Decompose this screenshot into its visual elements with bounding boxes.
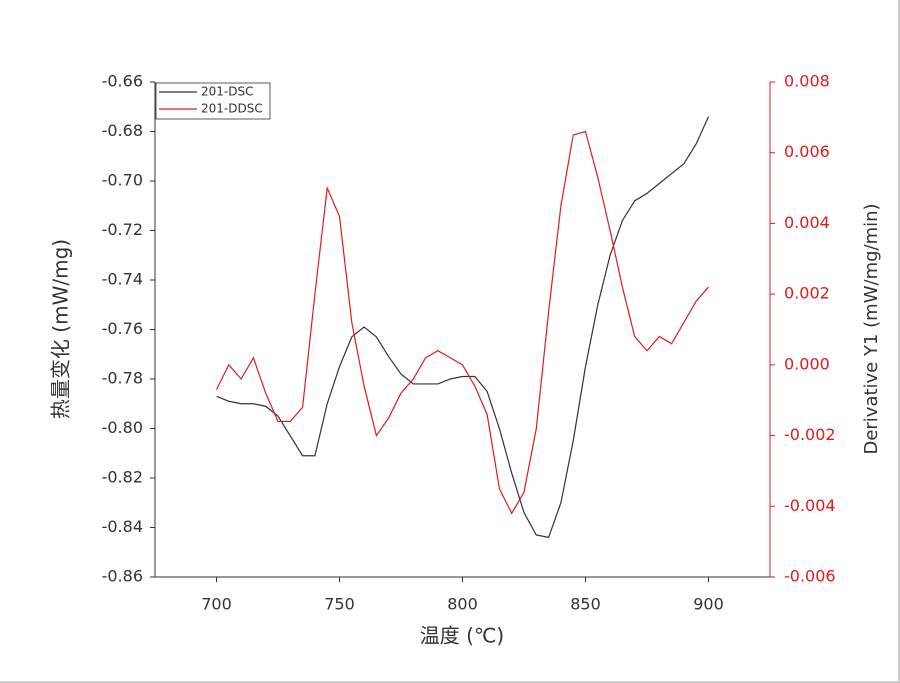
- y2-tick-label: 0.002: [784, 284, 830, 303]
- y-tick-label: -0.76: [102, 319, 143, 338]
- y2-tick-label: -0.006: [784, 567, 836, 586]
- legend-label: 201-DDSC: [201, 102, 263, 116]
- x-tick-label: 900: [693, 595, 724, 614]
- y2-tick-label: -0.002: [784, 425, 836, 444]
- y-tick-label: -0.70: [102, 171, 143, 190]
- y2-tick-label: 0.008: [784, 72, 830, 91]
- y-tick-label: -0.72: [102, 220, 143, 239]
- y2-axis-title: Derivative Y1 (mW/mg/min): [861, 203, 882, 454]
- x-tick-label: 800: [447, 595, 478, 614]
- y-tick-label: -0.68: [102, 121, 143, 140]
- y-tick-label: -0.80: [102, 418, 143, 437]
- y2-tick-label: 0.000: [784, 354, 830, 373]
- legend-label: 201-DSC: [201, 85, 253, 99]
- y-axis-title: 热量变化 (mW/mg): [49, 239, 73, 419]
- y-tick-label: -0.66: [102, 72, 143, 91]
- x-tick-label: 700: [201, 595, 232, 614]
- y-tick-label: -0.82: [102, 468, 143, 487]
- y2-tick-label: -0.004: [784, 496, 836, 515]
- y2-tick-label: 0.006: [784, 142, 830, 161]
- x-tick-label: 750: [324, 595, 355, 614]
- legend-box: [155, 82, 271, 120]
- x-axis-title: 温度 (℃): [420, 624, 504, 648]
- x-tick-label: 850: [570, 595, 601, 614]
- y-tick-label: -0.78: [102, 369, 143, 388]
- y-tick-label: -0.84: [102, 517, 143, 536]
- data-line: [216, 116, 710, 539]
- data-line: [215, 130, 709, 515]
- y-tick-label: -0.74: [102, 270, 143, 289]
- y2-tick-label: 0.004: [784, 213, 830, 232]
- y-tick-label: -0.86: [102, 567, 143, 586]
